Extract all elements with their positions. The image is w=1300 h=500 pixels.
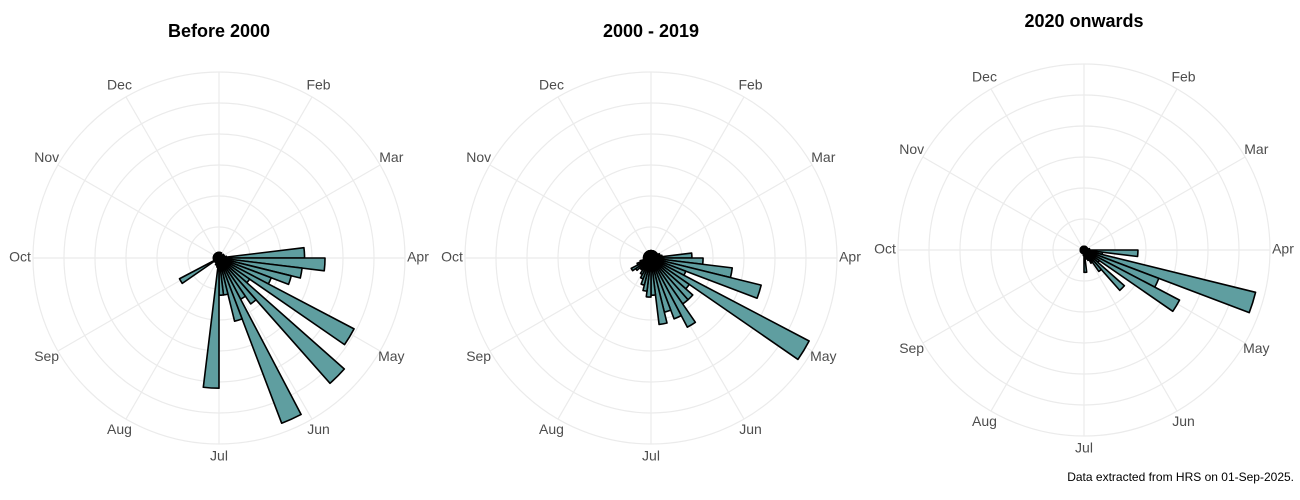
- bar: [178, 257, 220, 285]
- bar: [218, 246, 306, 259]
- grid-spoke: [990, 88, 1085, 251]
- grid-spoke: [922, 156, 1085, 251]
- grid-spoke: [1083, 249, 1178, 412]
- grid-spoke: [922, 249, 1085, 344]
- grid-spoke: [125, 96, 220, 259]
- month-label: Jul: [1075, 440, 1093, 456]
- grid-spoke: [218, 164, 381, 259]
- month-label: Jul: [642, 448, 660, 464]
- month-label: Apr: [839, 249, 861, 265]
- grid-spoke: [489, 257, 652, 352]
- month-label: Jul: [210, 448, 228, 464]
- bar: [218, 257, 257, 305]
- month-label: Sep: [34, 348, 59, 364]
- month-label: Jun: [1172, 413, 1195, 429]
- month-label: Oct: [441, 249, 463, 265]
- panel: Before 2000 Feb Mar Apr May Jun Jul Aug Sep Oct No…: [9, 21, 429, 464]
- bar: [218, 257, 243, 323]
- grid-spoke: [489, 164, 652, 259]
- month-label: Nov: [34, 149, 59, 165]
- month-label: Dec: [539, 76, 564, 92]
- grid-spoke: [650, 164, 813, 259]
- month-label: Nov: [466, 149, 491, 165]
- bar: [650, 257, 683, 320]
- month-label: Feb: [738, 76, 762, 92]
- panel: 2000 - 2019 Feb Mar Apr May Jun Jul Aug Sep Oct No…: [441, 21, 861, 464]
- month-label: Mar: [811, 149, 835, 165]
- month-label: Dec: [107, 76, 132, 92]
- month-label: Apr: [1272, 241, 1294, 257]
- month-label: May: [1243, 340, 1269, 356]
- month-label: Mar: [1244, 141, 1268, 157]
- month-label: Jun: [307, 421, 330, 437]
- bar: [1083, 249, 1126, 292]
- grid-spoke: [557, 257, 652, 420]
- panel-title: 2020 onwards: [1024, 11, 1143, 31]
- month-label: May: [378, 348, 404, 364]
- bar: [217, 251, 220, 259]
- month-label: Feb: [1171, 68, 1195, 84]
- month-label: Jun: [739, 421, 762, 437]
- grid-spoke: [557, 96, 652, 259]
- caption: Data extracted from HRS on 01-Sep-2025.: [1067, 470, 1294, 484]
- month-label: Apr: [407, 249, 429, 265]
- grid-spoke: [125, 257, 220, 420]
- month-label: Sep: [466, 348, 491, 364]
- bar: [650, 257, 668, 326]
- grid-spoke: [1083, 156, 1246, 251]
- bar: [650, 257, 810, 361]
- panel-title: 2000 - 2019: [603, 21, 699, 41]
- grid-spoke: [57, 164, 220, 259]
- month-label: Nov: [899, 141, 924, 157]
- grid-spoke: [990, 249, 1085, 412]
- month-label: Aug: [539, 421, 564, 437]
- grid-spoke: [218, 96, 313, 259]
- bar: [649, 249, 652, 259]
- grid-spoke: [1083, 88, 1178, 251]
- panel-title: Before 2000: [168, 21, 270, 41]
- bar: [202, 257, 220, 389]
- month-label: May: [810, 348, 836, 364]
- month-label: Dec: [972, 68, 997, 84]
- bar: [650, 257, 697, 328]
- bar: [218, 257, 346, 385]
- month-label: Oct: [9, 249, 31, 265]
- month-label: Sep: [899, 340, 924, 356]
- month-label: Feb: [306, 76, 330, 92]
- month-label: Mar: [379, 149, 403, 165]
- bar: [1083, 249, 1181, 313]
- month-label: Oct: [874, 241, 896, 257]
- month-label: Aug: [107, 421, 132, 437]
- bar: [218, 257, 355, 346]
- grid-spoke: [650, 96, 745, 259]
- bar: [218, 257, 302, 425]
- panel: 2020 onwards Feb Mar Apr May Jun Jul Aug Sep Oct N…: [874, 11, 1294, 456]
- month-label: Aug: [972, 413, 997, 429]
